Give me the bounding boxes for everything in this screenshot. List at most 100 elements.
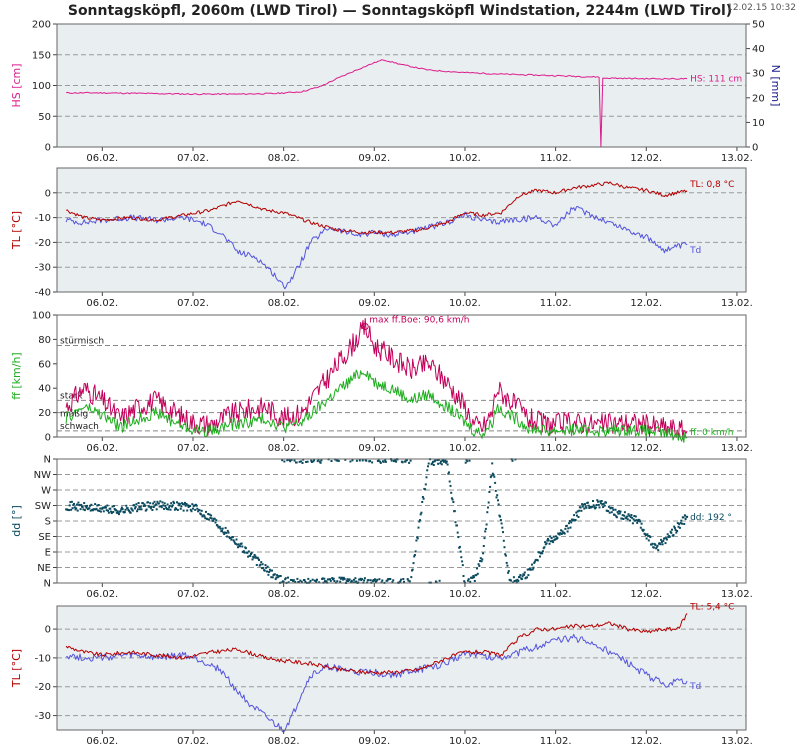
dir-point bbox=[339, 580, 342, 583]
dir-point bbox=[544, 541, 547, 544]
dir-point bbox=[496, 494, 499, 497]
dir-point bbox=[682, 516, 685, 519]
dir-point bbox=[175, 508, 178, 510]
temp1-y-tick-label: -40 bbox=[35, 288, 51, 299]
dir-point bbox=[585, 506, 588, 509]
dir-point bbox=[239, 545, 242, 548]
dir-point bbox=[149, 502, 152, 505]
dir-point bbox=[302, 458, 305, 461]
dir-point bbox=[461, 560, 464, 563]
dir-point bbox=[630, 514, 633, 516]
dir-point bbox=[439, 462, 442, 465]
temp1-x-tick-label: 08.02. bbox=[268, 298, 300, 309]
dir-point bbox=[208, 513, 211, 516]
dir-point bbox=[479, 557, 482, 560]
dir-point bbox=[339, 577, 342, 580]
dir-point bbox=[607, 505, 610, 508]
dir-point bbox=[660, 541, 663, 543]
snow-y-right-tick-label: 0 bbox=[752, 143, 758, 154]
dir-point bbox=[246, 551, 249, 554]
dir-point bbox=[491, 472, 494, 475]
dir-point bbox=[288, 459, 291, 461]
dir-point bbox=[676, 530, 679, 532]
dir-point bbox=[547, 537, 549, 540]
dir-y-tick-label: E bbox=[45, 548, 51, 559]
dir-point bbox=[214, 521, 217, 524]
dir-point bbox=[651, 542, 654, 545]
dir-point bbox=[415, 539, 418, 542]
dir-point bbox=[501, 526, 504, 529]
wind-y-axis-label: ff [km/h] bbox=[10, 352, 23, 399]
dir-point bbox=[560, 533, 563, 535]
dir-point bbox=[640, 522, 643, 525]
wind-frame bbox=[56, 314, 747, 438]
dir-point bbox=[88, 507, 91, 510]
dir-point bbox=[223, 533, 226, 535]
dir-point bbox=[500, 522, 503, 525]
dir-point bbox=[408, 461, 411, 464]
dir-point bbox=[231, 536, 234, 539]
dir-point bbox=[342, 578, 345, 581]
dir-point bbox=[346, 578, 349, 581]
dir-point bbox=[147, 501, 149, 504]
dir-point bbox=[495, 496, 498, 499]
dir-point bbox=[628, 514, 631, 517]
dir-point bbox=[634, 515, 637, 518]
dir-point bbox=[237, 546, 239, 549]
dir-point bbox=[666, 533, 669, 536]
snow-x-tick-label: 07.02. bbox=[177, 153, 209, 164]
dir-point bbox=[292, 579, 295, 582]
dir-point bbox=[70, 500, 73, 503]
dir-point bbox=[379, 461, 382, 464]
dir-point bbox=[232, 539, 235, 542]
dir-point bbox=[494, 489, 497, 492]
dir-current-label: dd: 192 ° bbox=[690, 513, 732, 523]
dir-point bbox=[278, 575, 281, 578]
dir-point bbox=[349, 460, 352, 463]
dir-point bbox=[486, 511, 489, 514]
dir-point bbox=[574, 519, 577, 521]
snow-y-axis-label: HS [cm] bbox=[10, 63, 23, 107]
wind-mean-line bbox=[65, 369, 688, 443]
dir-point bbox=[629, 519, 631, 522]
dir-point bbox=[282, 580, 285, 583]
dir-point bbox=[294, 580, 297, 583]
dir-x-tick-label: 09.02. bbox=[358, 589, 390, 600]
dir-point bbox=[375, 580, 378, 582]
dir-point bbox=[267, 573, 270, 576]
dir-point bbox=[136, 510, 139, 513]
dir-point bbox=[466, 460, 469, 463]
dir-point bbox=[329, 579, 332, 582]
snow-y-right-tick-label: 50 bbox=[752, 20, 765, 31]
dir-point bbox=[227, 531, 230, 534]
dir-point bbox=[289, 579, 292, 581]
dir-point bbox=[341, 577, 344, 579]
dir-point bbox=[312, 460, 315, 463]
dir-point bbox=[335, 459, 338, 462]
dir-y-axis-label: dd [°] bbox=[10, 505, 23, 537]
dir-point bbox=[263, 569, 266, 572]
wind-x-tick-label: 08.02. bbox=[268, 443, 300, 454]
temp1-x-tick-label: 06.02. bbox=[86, 298, 118, 309]
dir-point bbox=[318, 581, 321, 584]
dir-point bbox=[281, 459, 284, 462]
dir-point bbox=[477, 563, 480, 566]
dir-point bbox=[440, 460, 442, 463]
dir-point bbox=[98, 510, 101, 512]
dir-point bbox=[234, 542, 237, 545]
dir-point bbox=[668, 535, 671, 538]
dir-point bbox=[361, 578, 363, 581]
dir-point bbox=[126, 507, 129, 510]
dir-point bbox=[382, 460, 385, 463]
dir-point bbox=[596, 499, 599, 502]
dir-point bbox=[107, 511, 110, 514]
dir-frame bbox=[56, 458, 747, 584]
dir-point bbox=[607, 510, 610, 513]
dir-point bbox=[244, 547, 247, 550]
dir-point bbox=[659, 543, 662, 546]
dir-point bbox=[379, 460, 382, 463]
dir-point bbox=[483, 537, 486, 540]
wind-x-tick-label: 10.02. bbox=[449, 443, 481, 454]
dir-point bbox=[384, 460, 387, 463]
dir-point bbox=[255, 564, 258, 566]
